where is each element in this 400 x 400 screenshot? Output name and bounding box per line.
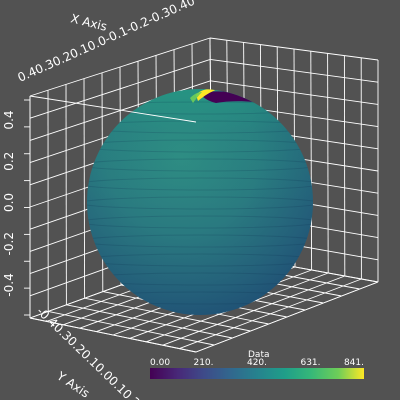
sphere-facet-band <box>87 215 313 229</box>
sphere-green-patch <box>190 92 202 103</box>
z-axis-tick-labels: 0.4 0.2 0.0 -0.2 -0.4 <box>2 110 16 296</box>
colorbar: Data 0.00 210. 420. 631. 841. <box>150 350 364 379</box>
grid-line <box>327 53 329 274</box>
z-tick-label: 0.0 <box>2 193 16 212</box>
colorbar-tick-label: 0.00 <box>150 358 170 368</box>
colorbar-labels: 0.00 210. 420. 631. 841. <box>150 358 364 368</box>
z-tick-label: 0.4 <box>2 110 16 129</box>
grid-line <box>162 275 345 346</box>
x-axis-title: X Axis <box>69 11 108 34</box>
sphere-facet-band <box>87 234 313 248</box>
z-tick-label: -0.4 <box>2 273 16 296</box>
colorbar-title: Data <box>248 350 270 360</box>
y-axis-title: Y Axis <box>53 368 92 400</box>
colorbar-gradient <box>150 368 364 379</box>
sphere-facet-band <box>87 158 313 172</box>
axes-grid-front <box>24 95 379 353</box>
sphere-facet-band <box>87 139 313 153</box>
sphere-facet-band <box>87 253 313 267</box>
sphere-facet-band <box>87 177 313 191</box>
colorbar-tick-label: 631. <box>300 358 320 368</box>
colorbar-tick-label: 210. <box>193 358 213 368</box>
axis-edge-top-front <box>29 95 197 123</box>
sphere-facet-band <box>87 101 313 115</box>
sphere-facets <box>87 101 313 305</box>
y-axis-tick-labels: -0.40.30.20.10.00.10.20.3 <box>34 304 157 400</box>
z-tick-label: 0.2 <box>2 152 16 171</box>
sphere-yellow-patch <box>196 89 218 101</box>
x-axis-tick-labels: 0.40.30.20.10.0-0.1-0.2-0.30.40 <box>16 0 197 85</box>
sphere-facet-band <box>87 291 313 305</box>
axis-edge-bottom-front <box>195 281 379 353</box>
colorbar-tick-label: 841. <box>344 358 364 368</box>
sphere-facet-band <box>87 196 313 210</box>
sphere-facet-band <box>87 272 313 286</box>
axis-edge-bottom-left <box>29 317 197 353</box>
sphere-facet-band <box>87 120 313 134</box>
sphere[interactable] <box>80 88 320 315</box>
grid-line <box>179 278 362 350</box>
colorbar-tick-label: 420. <box>247 358 267 368</box>
z-tick-label: -0.2 <box>2 232 16 255</box>
grid-line <box>310 51 313 271</box>
